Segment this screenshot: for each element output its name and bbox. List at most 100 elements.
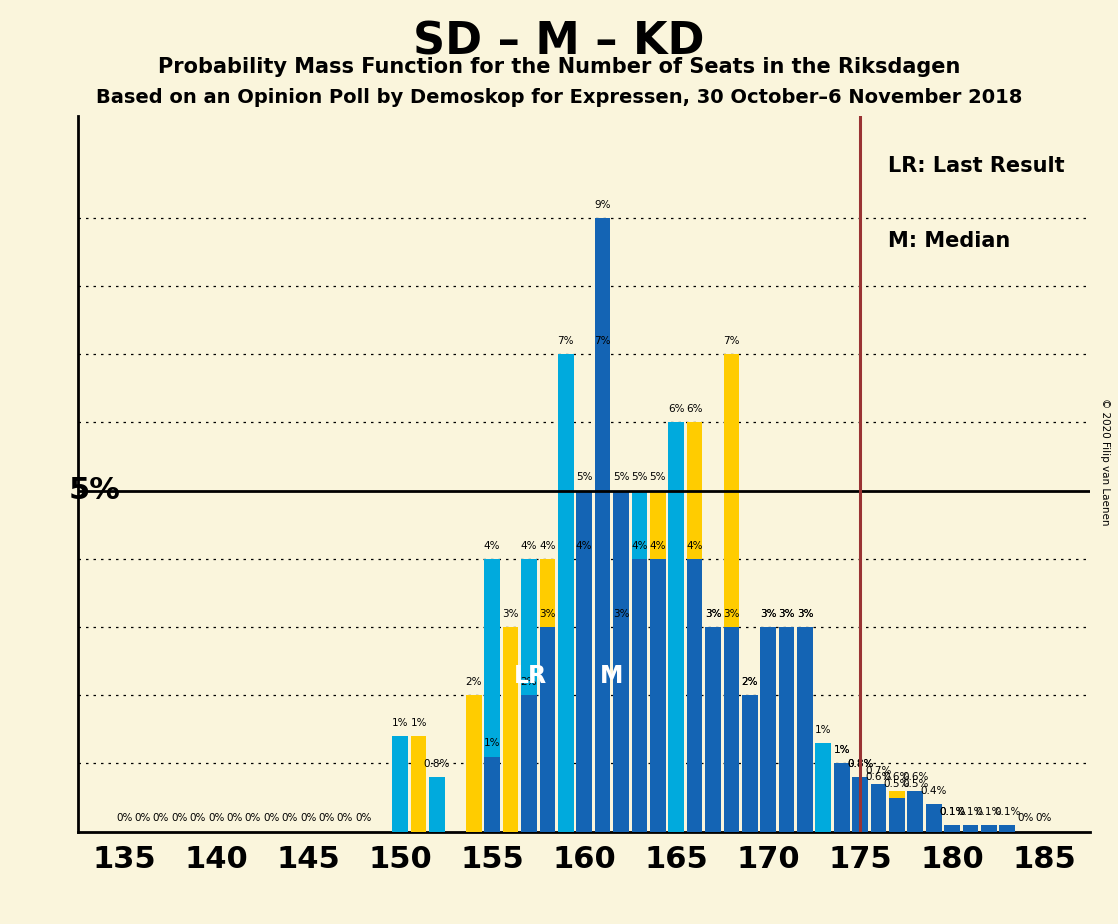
Bar (521, 695, 537, 832)
Bar (852, 777, 868, 832)
Bar (834, 763, 850, 832)
Text: 0%: 0% (300, 813, 316, 823)
Bar (871, 784, 887, 832)
Bar (558, 354, 574, 832)
Text: 0%: 0% (263, 813, 280, 823)
Text: Based on an Opinion Poll by Demoskop for Expressen, 30 October–6 November 2018: Based on an Opinion Poll by Demoskop for… (96, 88, 1022, 107)
Bar (686, 559, 702, 832)
Bar (540, 559, 556, 832)
Bar (705, 627, 721, 832)
Text: 0%: 0% (245, 813, 262, 823)
Text: 7%: 7% (723, 336, 740, 346)
Bar (410, 736, 426, 832)
Text: 4%: 4% (650, 541, 666, 551)
Bar (613, 627, 628, 832)
Text: 0.1%: 0.1% (976, 807, 1002, 817)
Text: SD – M – KD: SD – M – KD (414, 20, 704, 64)
Text: 0.1%: 0.1% (939, 807, 965, 817)
Bar (669, 422, 684, 832)
Bar (889, 791, 904, 832)
Bar (577, 491, 591, 832)
Bar (871, 791, 887, 832)
Bar (742, 695, 758, 832)
Bar (982, 825, 996, 832)
Bar (908, 791, 923, 832)
Text: 9%: 9% (595, 200, 610, 210)
Text: 0%: 0% (208, 813, 225, 823)
Text: 0.6%: 0.6% (865, 772, 892, 783)
Text: 2%: 2% (521, 677, 538, 687)
Bar (484, 757, 500, 832)
Text: 3%: 3% (778, 609, 795, 619)
Text: 3%: 3% (797, 609, 813, 619)
Text: Probability Mass Function for the Number of Seats in the Riksdagen: Probability Mass Function for the Number… (158, 57, 960, 78)
Text: 0%: 0% (356, 813, 371, 823)
Bar (963, 825, 978, 832)
Text: 4%: 4% (686, 541, 703, 551)
Bar (889, 797, 904, 832)
Bar (945, 825, 960, 832)
Text: 3%: 3% (778, 609, 795, 619)
Bar (577, 559, 591, 832)
Text: 1%: 1% (833, 746, 850, 755)
Text: 3%: 3% (723, 609, 740, 619)
Bar (945, 825, 960, 832)
Bar (760, 627, 776, 832)
Bar (797, 627, 813, 832)
Text: 0.5%: 0.5% (883, 779, 910, 789)
Bar (503, 627, 519, 832)
Text: 1%: 1% (815, 724, 832, 735)
Text: 3%: 3% (502, 609, 519, 619)
Text: 3%: 3% (760, 609, 776, 619)
Bar (613, 491, 628, 832)
Text: 0.8%: 0.8% (847, 759, 873, 769)
Text: 4%: 4% (484, 541, 501, 551)
Text: 3%: 3% (797, 609, 813, 619)
Text: © 2020 Filip van Laenen: © 2020 Filip van Laenen (1100, 398, 1110, 526)
Text: 0.1%: 0.1% (957, 807, 984, 817)
Text: 0%: 0% (134, 813, 151, 823)
Text: 0.1%: 0.1% (994, 807, 1021, 817)
Text: 0%: 0% (171, 813, 188, 823)
Bar (632, 559, 647, 832)
Text: 0.8%: 0.8% (424, 759, 451, 769)
Text: 4%: 4% (631, 541, 647, 551)
Text: LR: LR (514, 664, 548, 688)
Bar (723, 627, 739, 832)
Text: 0.1%: 0.1% (939, 807, 965, 817)
Bar (779, 627, 794, 832)
Bar (632, 491, 647, 832)
Bar (797, 627, 813, 832)
Text: 5%: 5% (576, 472, 593, 482)
Bar (705, 627, 721, 832)
Bar (595, 218, 610, 832)
Text: 7%: 7% (558, 336, 574, 346)
Text: 0.7%: 0.7% (865, 766, 892, 775)
Text: M: Median: M: Median (888, 231, 1010, 251)
Text: 6%: 6% (667, 404, 684, 414)
Text: 3%: 3% (539, 609, 556, 619)
Text: 0%: 0% (319, 813, 334, 823)
Text: LR: Last Result: LR: Last Result (888, 156, 1064, 176)
Text: M: M (600, 664, 624, 688)
Bar (650, 491, 665, 832)
Text: 1%: 1% (392, 718, 408, 728)
Text: 2%: 2% (741, 677, 758, 687)
Text: 3%: 3% (704, 609, 721, 619)
Text: 7%: 7% (595, 336, 610, 346)
Bar (484, 559, 500, 832)
Text: 5%: 5% (613, 472, 629, 482)
Bar (760, 627, 776, 832)
Text: 0%: 0% (1017, 813, 1034, 823)
Bar (466, 695, 482, 832)
Bar (392, 736, 408, 832)
Text: 3%: 3% (760, 609, 776, 619)
Bar (742, 695, 758, 832)
Text: 5%: 5% (69, 476, 121, 505)
Text: 5%: 5% (631, 472, 647, 482)
Text: 6%: 6% (686, 404, 703, 414)
Bar (926, 804, 941, 832)
Bar (852, 777, 868, 832)
Text: 0.6%: 0.6% (883, 772, 910, 783)
Text: 1%: 1% (484, 738, 501, 748)
